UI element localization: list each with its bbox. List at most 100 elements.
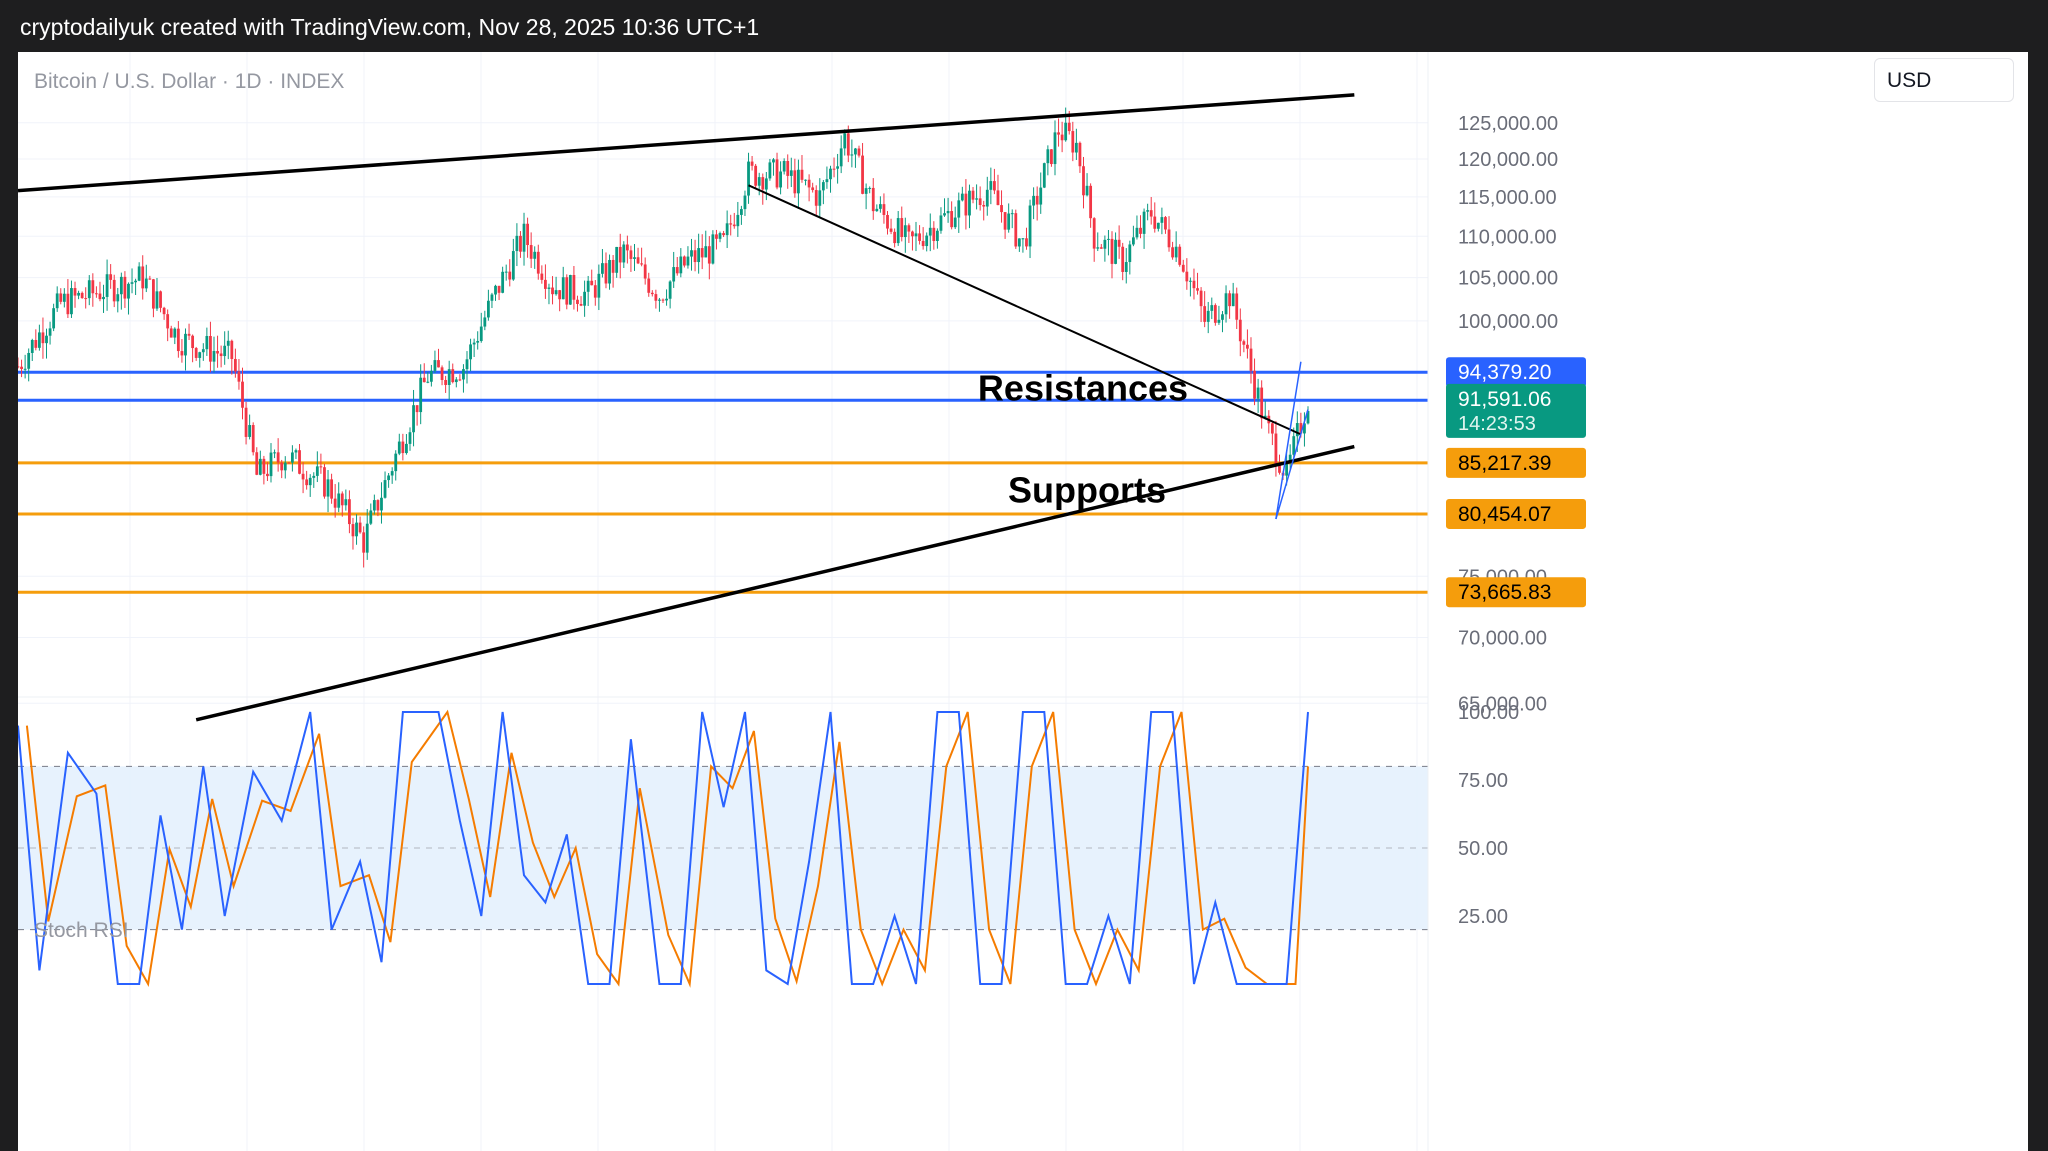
candle-body	[194, 348, 198, 358]
candle-body	[476, 341, 480, 343]
candle-body	[1213, 305, 1217, 323]
candle-body	[340, 493, 344, 506]
candle-body	[825, 179, 829, 183]
candle-body	[376, 500, 380, 511]
candle-body	[159, 291, 162, 308]
candle-body	[454, 379, 458, 383]
channel-top-trendline[interactable]	[18, 93, 1355, 193]
candle-body	[237, 371, 241, 382]
price-tick-label: 115,000.00	[1458, 187, 1557, 209]
candle-body	[269, 452, 273, 477]
candle-body	[112, 279, 116, 302]
candle-body	[405, 443, 408, 454]
candle-body	[1238, 319, 1242, 342]
chart-panel[interactable]: Resistances Supports 125,000.00 120,000.00…	[18, 52, 2028, 1151]
candle-body	[953, 217, 957, 228]
candle-body	[1007, 213, 1011, 230]
candle-body	[914, 233, 918, 237]
candle-body	[800, 169, 804, 180]
candle-body	[715, 234, 718, 239]
candle-body	[533, 251, 537, 259]
price-tick-label: 65,000.00	[1458, 693, 1547, 715]
resistance-price-badge-label: 94,379.20	[1458, 361, 1551, 384]
support-price-badge[interactable]	[1446, 498, 1586, 529]
candle-body	[144, 278, 148, 289]
candle-body	[387, 475, 391, 481]
candle-body	[305, 479, 309, 486]
candle-body	[711, 234, 715, 264]
candle-body	[479, 326, 483, 342]
support-price-badge-label: 85,217.39	[1458, 452, 1551, 475]
candle-body	[1110, 238, 1114, 264]
candle-body	[968, 190, 971, 216]
candle-body	[162, 307, 166, 315]
candle-body	[939, 215, 943, 231]
candle-body	[294, 450, 298, 453]
candle-body	[1295, 423, 1299, 437]
candle-body	[312, 475, 316, 478]
candle-body	[604, 263, 608, 284]
candle-body	[148, 278, 152, 280]
candle-body	[1121, 246, 1125, 272]
candle-body	[1210, 305, 1214, 311]
candle-body	[921, 240, 925, 247]
candle-body	[654, 294, 658, 301]
candle-body	[30, 339, 34, 353]
resistance-price-badge[interactable]	[1446, 357, 1586, 388]
candle-body	[1263, 415, 1267, 419]
candle-body	[1167, 229, 1171, 248]
candle-body	[1014, 213, 1018, 247]
candle-body	[333, 498, 337, 508]
candle-body	[846, 133, 850, 156]
candle-body	[497, 285, 501, 293]
support-price-badge[interactable]	[1446, 577, 1586, 608]
descending-resistance-trendline[interactable]	[748, 184, 1302, 436]
candle-body	[130, 282, 134, 284]
wedge-lower-line[interactable]	[1275, 409, 1309, 520]
price-tick-label: 110,000.00	[1458, 226, 1557, 248]
candle-body	[1082, 166, 1085, 196]
candle-body	[169, 328, 173, 338]
candle-body	[1067, 122, 1071, 132]
wedge-upper-line[interactable]	[1275, 361, 1302, 520]
candle-body	[558, 290, 562, 300]
channel-bottom-trendline[interactable]	[195, 444, 1355, 722]
candle-body	[323, 467, 326, 497]
price-tick-label: 125,000.00	[1458, 113, 1558, 135]
candle-body	[625, 244, 629, 251]
candle-body	[337, 493, 341, 508]
candle-body	[1096, 247, 1100, 249]
candle-body	[212, 351, 216, 362]
candle-body	[52, 308, 56, 329]
candle-body	[903, 225, 907, 238]
candle-body	[45, 335, 48, 344]
candle-body	[964, 193, 968, 216]
candle-body	[675, 267, 679, 274]
candle-body	[982, 204, 986, 207]
candle-body	[597, 273, 601, 298]
candle-body	[1146, 210, 1150, 212]
support-price-badge[interactable]	[1446, 447, 1586, 478]
candle-body	[508, 271, 512, 280]
last-price-badge[interactable]	[1446, 383, 1586, 438]
candle-body	[219, 353, 223, 357]
candle-body	[34, 339, 38, 348]
candle-body	[547, 287, 551, 289]
candle-body	[672, 267, 676, 282]
attribution-bar: cryptodailyuk created with TradingView.c…	[0, 0, 2048, 52]
candle-body	[362, 532, 366, 553]
currency-selector[interactable]: USD	[1874, 58, 2014, 102]
candle-body	[62, 293, 66, 302]
candle-body	[707, 246, 711, 264]
candle-body	[48, 328, 52, 336]
candle-body	[882, 204, 886, 215]
stoch-tick-label: 25.00	[1458, 906, 1508, 928]
price-chart[interactable]: Resistances Supports 125,000.00 120,000.00…	[18, 52, 2028, 1151]
candle-body	[996, 190, 1000, 206]
candle-body	[18, 366, 20, 368]
candle-body	[682, 256, 686, 266]
candle-body	[383, 480, 387, 498]
candle-body	[1249, 348, 1253, 371]
candle-body	[241, 381, 244, 408]
candle-body	[1142, 211, 1146, 234]
